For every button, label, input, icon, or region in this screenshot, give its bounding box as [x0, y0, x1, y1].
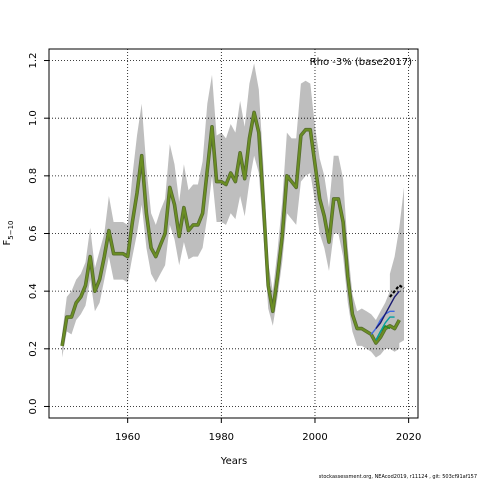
retro-series-line-5 — [389, 284, 405, 298]
retro-rho-annotation: Rho -3% (base2017) — [310, 57, 412, 68]
y-axis-title-main: F — [2, 240, 13, 246]
y-tick-label: 0.2 — [28, 341, 39, 357]
y-tick-label: 0.8 — [28, 168, 39, 184]
x-tick-label: 1960 — [115, 432, 140, 443]
y-axis-title: F5−10 — [2, 221, 15, 246]
confidence-band-recent — [389, 187, 404, 349]
retro-series-line-4 — [375, 290, 400, 330]
y-tick-label: 1.0 — [28, 110, 39, 126]
retro-series-line-2 — [375, 316, 395, 341]
y-tick-label: 0.4 — [28, 283, 39, 299]
x-tick-label: 2020 — [396, 432, 421, 443]
axis-layer: 1960 1980 2000 2020 0.0 0.2 0.4 0.6 0.8 1.0 1.2 — [28, 53, 421, 443]
y-tick-label: 0.6 — [28, 226, 39, 242]
y-axis-title-subscript: 5−10 — [7, 221, 15, 240]
plot-frame — [48, 48, 419, 419]
x-tick-label: 2000 — [302, 432, 327, 443]
y-tick-label: 1.2 — [28, 53, 39, 69]
series-layer — [60, 110, 405, 347]
y-tick-label: 0.0 — [28, 399, 39, 415]
x-tick-label: 1980 — [209, 432, 234, 443]
footer-source: stockassessment.org, NEAcod2019, r11124 … — [319, 474, 477, 480]
series-line — [61, 111, 401, 347]
x-axis-title: Years — [220, 456, 247, 467]
